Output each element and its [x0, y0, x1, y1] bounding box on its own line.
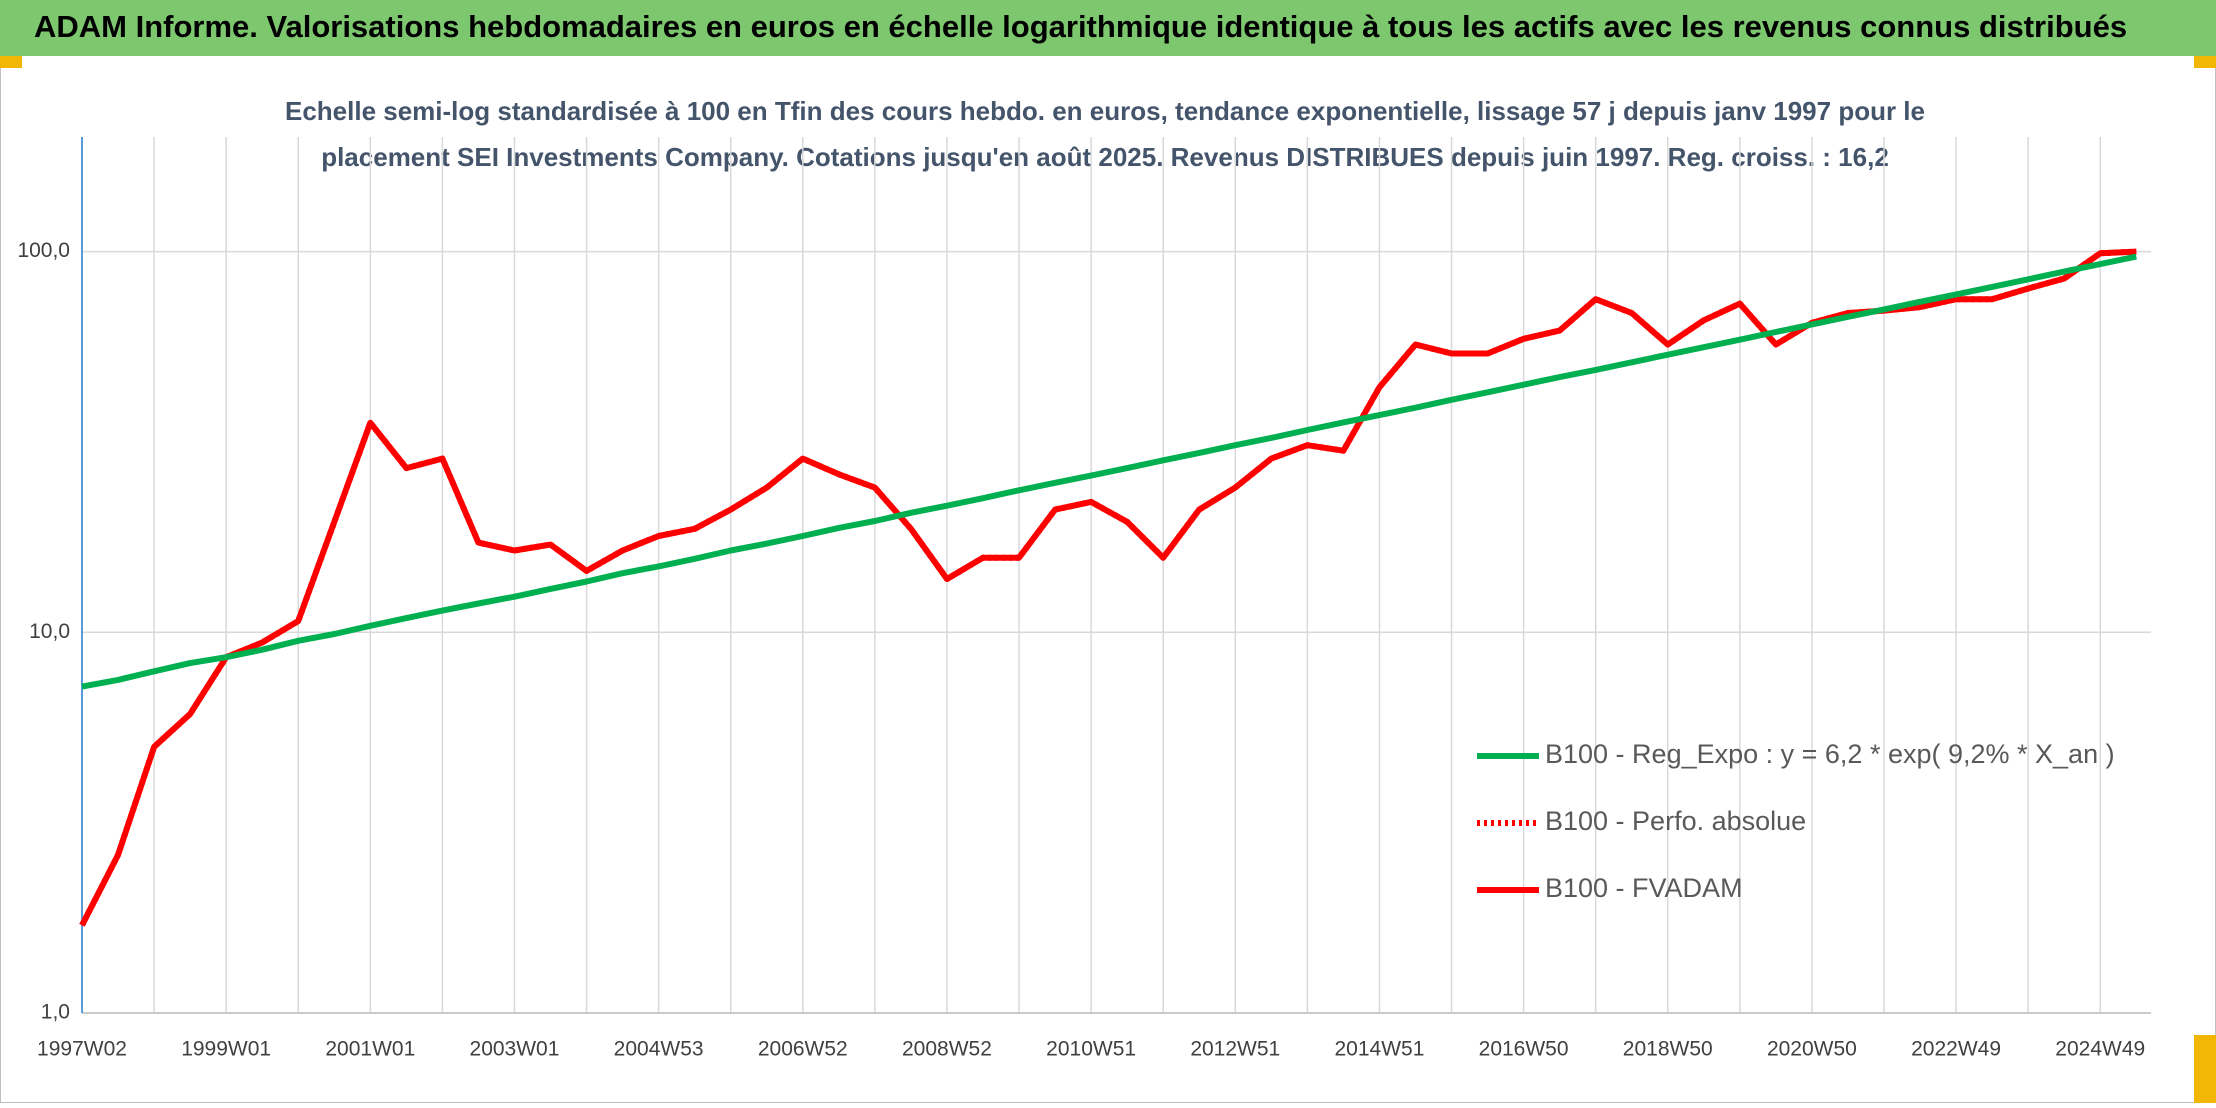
corner [2194, 56, 2216, 68]
series-line [79, 248, 2137, 927]
x-tick-label: 2018W50 [1623, 1038, 1713, 1061]
x-tick-label: 2014W51 [1334, 1038, 1424, 1061]
x-tick-label: 1997W02 [37, 1038, 127, 1061]
x-tick-label: 2012W51 [1190, 1038, 1280, 1061]
header-bar [0, 0, 2216, 56]
legend-label: B100 - Reg_Expo : y = 6,2 * exp( 9,2% * … [1545, 739, 2115, 769]
x-tick-label: 2020W50 [1767, 1038, 1857, 1061]
header-title: ADAM Informe. Valorisations hebdomadaire… [34, 9, 2127, 44]
legend-label: B100 - Perfo. absolue [1545, 806, 1806, 836]
corner [0, 56, 22, 68]
chart-title: placement SEI Investments Company. Cotat… [321, 142, 1889, 172]
x-tick-label: 2006W52 [758, 1038, 848, 1061]
x-tick-label: 2016W50 [1479, 1038, 1569, 1061]
y-tick-label: 100,0 [17, 239, 70, 262]
x-tick-label: 2024W49 [2055, 1038, 2145, 1061]
x-tick-label: 2003W01 [470, 1038, 560, 1061]
x-tick-label: 2008W52 [902, 1038, 992, 1061]
legend-label: B100 - FVADAM [1545, 873, 1743, 903]
y-tick-label: 10,0 [29, 620, 70, 643]
series-line [81, 253, 2137, 690]
x-tick-label: 2010W51 [1046, 1038, 1136, 1061]
corner [2194, 1035, 2216, 1103]
x-tick-label: 2001W01 [325, 1038, 415, 1061]
x-tick-label: 2004W53 [614, 1038, 704, 1061]
y-tick-label: 1,0 [41, 1001, 70, 1024]
x-tick-label: 2022W49 [1911, 1038, 2001, 1061]
chart-title: Echelle semi-log standardisée à 100 en T… [285, 96, 1925, 126]
x-tick-label: 1999W01 [181, 1038, 271, 1061]
